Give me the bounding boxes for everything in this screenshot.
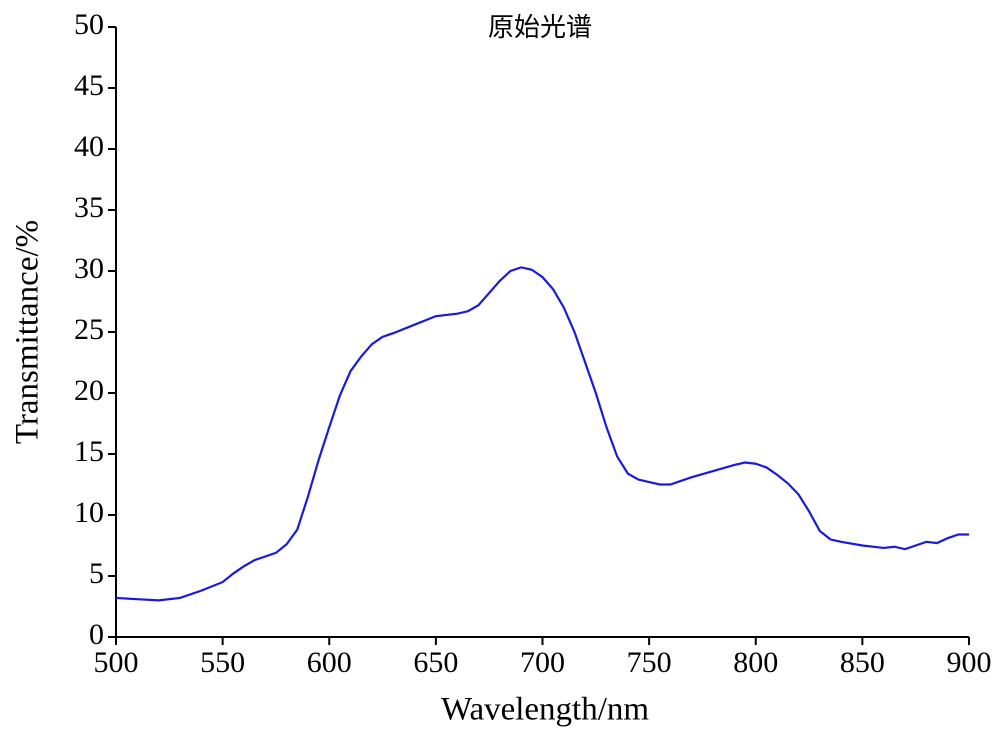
data-line: [115, 266, 969, 602]
y-tick-label: 50: [74, 8, 104, 41]
x-tick-label: 700: [520, 646, 565, 679]
x-axis-label: Wavelength/nm: [441, 692, 649, 728]
y-tick-label: 10: [74, 496, 104, 529]
y-axis-label: Transmittance/%: [10, 220, 46, 444]
y-tick-label: 20: [74, 374, 104, 407]
x-tick-label: 800: [733, 646, 778, 679]
y-tick-label: 45: [74, 69, 104, 102]
y-tick-label: 5: [89, 557, 104, 590]
y-tick-label: 30: [74, 252, 104, 285]
x-tick-label: 500: [94, 646, 139, 679]
x-tick-label: 550: [200, 646, 245, 679]
x-tick-label: 650: [413, 646, 458, 679]
y-tick-label: 15: [74, 435, 104, 468]
y-tick-label: 25: [74, 313, 104, 346]
x-tick-label: 600: [307, 646, 352, 679]
x-tick-label: 900: [947, 646, 992, 679]
x-tick-label: 850: [840, 646, 885, 679]
y-tick-label: 40: [74, 130, 104, 163]
chart-title: 原始光谱: [488, 13, 592, 42]
y-tick-label: 0: [89, 618, 104, 651]
x-tick-label: 750: [627, 646, 672, 679]
y-tick-label: 35: [74, 191, 104, 224]
